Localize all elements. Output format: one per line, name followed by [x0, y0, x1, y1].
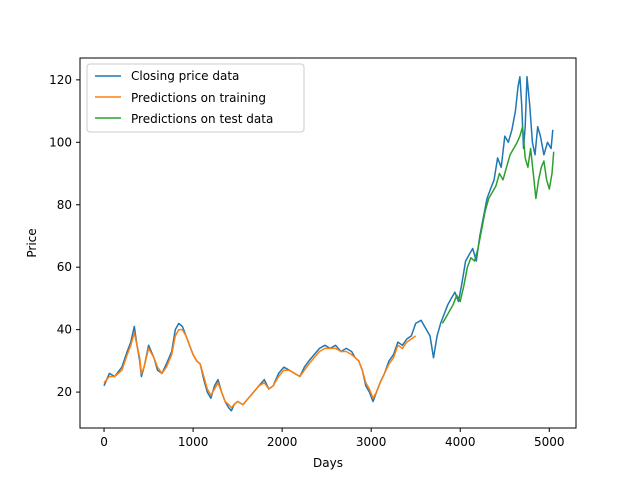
x-tick-label: 2000 — [267, 435, 298, 449]
legend-label-closing-price: Closing price data — [131, 69, 239, 83]
x-tick-label: 3000 — [356, 435, 387, 449]
legend-label-training-predictions: Predictions on training — [131, 91, 266, 105]
y-tick-label: 80 — [57, 198, 72, 212]
y-tick-label: 120 — [49, 73, 72, 87]
plot-lines — [103, 75, 555, 412]
y-axis: 20 40 60 80 100 120 — [49, 73, 80, 399]
legend: Closing price data Predictions on traini… — [86, 63, 305, 133]
y-tick-label: 100 — [49, 135, 72, 149]
y-tick-label: 20 — [57, 385, 72, 399]
x-tick-label: 1000 — [178, 435, 209, 449]
legend-label-test-predictions: Predictions on test data — [131, 112, 273, 126]
y-axis-label: Price — [25, 228, 39, 257]
y-tick-label: 60 — [57, 260, 72, 274]
x-axis: 0 1000 2000 3000 4000 5000 — [100, 428, 565, 449]
legend-frame — [86, 63, 305, 133]
series-line-1 — [103, 328, 417, 409]
x-tick-label: 4000 — [445, 435, 476, 449]
series-line-0 — [103, 75, 554, 412]
series-line-2 — [441, 125, 555, 324]
x-tick-label: 0 — [100, 435, 108, 449]
x-axis-label: Days — [313, 456, 343, 470]
plot-area-frame — [79, 57, 577, 429]
x-tick-label: 5000 — [534, 435, 565, 449]
y-tick-label: 40 — [57, 323, 72, 337]
